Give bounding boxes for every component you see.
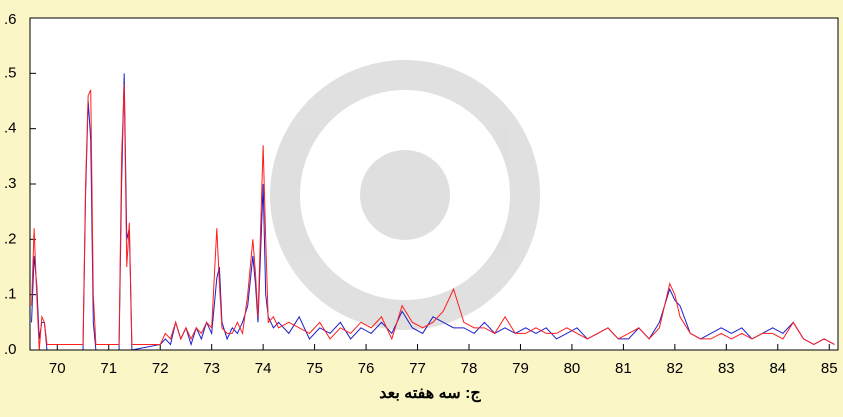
x-tick-label: 75	[306, 360, 323, 377]
x-tick-label: 82	[667, 360, 684, 377]
y-tick-label: .1	[4, 286, 17, 303]
y-tick-label: .5	[4, 64, 17, 81]
x-tick-label: 83	[718, 360, 735, 377]
y-tick-label: .4	[4, 120, 17, 137]
x-tick-label: 71	[100, 360, 117, 377]
plot-area	[30, 18, 838, 350]
x-tick-label: 78	[461, 360, 478, 377]
x-tick-label: 81	[615, 360, 632, 377]
y-tick-label: .2	[4, 230, 17, 247]
y-tick-label: .6	[4, 11, 17, 28]
y-tick-label: .0	[4, 341, 17, 358]
series-line	[31, 84, 835, 351]
x-tick-label: 79	[512, 360, 529, 377]
x-tick-label: 76	[358, 360, 375, 377]
x-tick-label: 70	[49, 360, 66, 377]
caption: ج: سه هفته بعد	[379, 385, 481, 403]
x-tick-label: 85	[821, 360, 838, 377]
x-tick-label: 77	[409, 360, 426, 377]
watermark	[270, 60, 540, 330]
x-tick-label: 72	[152, 360, 169, 377]
x-tick-label: 74	[255, 360, 272, 377]
x-tick-label: 84	[769, 360, 786, 377]
y-tick-label: .3	[4, 175, 17, 192]
plot-border	[29, 17, 839, 351]
x-tick-label: 80	[564, 360, 581, 377]
x-tick-label: 73	[203, 360, 220, 377]
